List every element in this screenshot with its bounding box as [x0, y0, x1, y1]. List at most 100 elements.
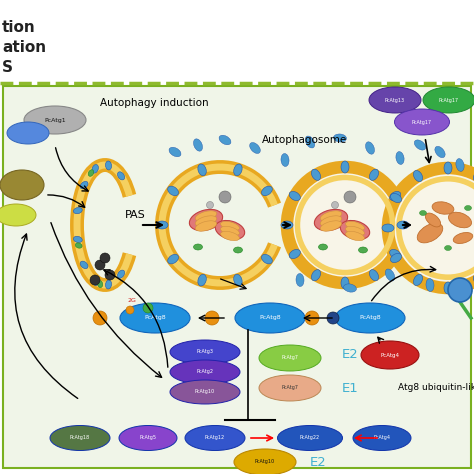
Ellipse shape: [289, 249, 301, 259]
Ellipse shape: [346, 221, 365, 231]
Ellipse shape: [366, 142, 374, 155]
Ellipse shape: [304, 137, 316, 147]
Ellipse shape: [465, 206, 472, 210]
Ellipse shape: [169, 147, 181, 157]
Ellipse shape: [220, 221, 239, 231]
Ellipse shape: [361, 341, 419, 369]
Ellipse shape: [369, 87, 421, 113]
Text: E2: E2: [342, 348, 359, 362]
Ellipse shape: [259, 375, 321, 401]
Ellipse shape: [251, 142, 259, 155]
Ellipse shape: [414, 141, 427, 149]
Ellipse shape: [311, 169, 320, 180]
Text: PcAtg10: PcAtg10: [255, 459, 275, 465]
Text: Atg8 ubiquitin-like system: Atg8 ubiquitin-like system: [398, 383, 474, 392]
Text: PcAtg8: PcAtg8: [359, 316, 381, 320]
Ellipse shape: [98, 281, 103, 288]
Ellipse shape: [413, 274, 423, 285]
Ellipse shape: [311, 270, 320, 281]
Text: Autophagy induction: Autophagy induction: [100, 98, 209, 108]
Text: ation: ation: [2, 40, 46, 55]
Circle shape: [100, 253, 110, 263]
Text: PcAtg7: PcAtg7: [282, 385, 299, 391]
Circle shape: [143, 303, 153, 313]
Ellipse shape: [444, 282, 452, 294]
Ellipse shape: [341, 161, 349, 173]
Ellipse shape: [394, 109, 449, 135]
Text: PcAtg8: PcAtg8: [259, 316, 281, 320]
Ellipse shape: [119, 426, 177, 450]
Ellipse shape: [75, 243, 82, 248]
Ellipse shape: [320, 211, 342, 221]
Ellipse shape: [383, 271, 396, 279]
Ellipse shape: [281, 221, 293, 229]
Text: PcAtg3: PcAtg3: [197, 349, 213, 355]
Ellipse shape: [168, 255, 179, 264]
Ellipse shape: [220, 227, 239, 236]
Ellipse shape: [190, 210, 223, 231]
Ellipse shape: [0, 204, 36, 226]
Ellipse shape: [369, 169, 379, 180]
Ellipse shape: [453, 233, 473, 244]
Circle shape: [327, 312, 339, 324]
Text: PcAtg17: PcAtg17: [439, 98, 459, 102]
Ellipse shape: [215, 220, 245, 239]
Ellipse shape: [391, 254, 401, 263]
Ellipse shape: [220, 231, 239, 241]
Ellipse shape: [168, 186, 179, 196]
Text: PcAtg4: PcAtg4: [381, 353, 400, 357]
Ellipse shape: [289, 191, 301, 201]
Ellipse shape: [24, 106, 86, 134]
Ellipse shape: [120, 303, 190, 333]
Ellipse shape: [358, 247, 367, 253]
Circle shape: [205, 311, 219, 325]
Ellipse shape: [88, 170, 94, 176]
Ellipse shape: [413, 171, 423, 182]
Ellipse shape: [391, 193, 401, 202]
Ellipse shape: [340, 220, 370, 239]
Circle shape: [95, 260, 105, 270]
Ellipse shape: [195, 221, 217, 231]
Circle shape: [305, 311, 319, 325]
Text: PAS: PAS: [125, 210, 146, 220]
Text: 2G: 2G: [128, 298, 137, 302]
Circle shape: [105, 270, 115, 280]
Text: PcAtg4: PcAtg4: [374, 436, 391, 440]
Ellipse shape: [320, 216, 342, 226]
Circle shape: [287, 167, 403, 283]
Ellipse shape: [417, 223, 443, 243]
Ellipse shape: [234, 449, 296, 474]
Ellipse shape: [432, 202, 454, 214]
Ellipse shape: [195, 211, 217, 221]
Ellipse shape: [448, 212, 472, 228]
Ellipse shape: [198, 164, 206, 176]
Circle shape: [219, 191, 231, 203]
Text: PcAtg12: PcAtg12: [205, 436, 225, 440]
Text: PcAtg17: PcAtg17: [412, 119, 432, 125]
Ellipse shape: [382, 224, 394, 232]
Ellipse shape: [118, 270, 125, 278]
Circle shape: [344, 191, 356, 203]
Ellipse shape: [73, 208, 82, 214]
Ellipse shape: [195, 216, 217, 226]
Ellipse shape: [80, 261, 88, 269]
Text: Autophagosome: Autophagosome: [263, 135, 347, 145]
Text: PcAtg8: PcAtg8: [144, 316, 166, 320]
Circle shape: [388, 168, 474, 288]
Ellipse shape: [369, 270, 379, 281]
Ellipse shape: [73, 237, 82, 243]
Ellipse shape: [80, 182, 88, 189]
FancyBboxPatch shape: [3, 86, 471, 468]
Ellipse shape: [346, 227, 365, 236]
Ellipse shape: [335, 303, 405, 333]
Ellipse shape: [262, 255, 273, 264]
Text: S: S: [2, 60, 13, 75]
Ellipse shape: [219, 136, 231, 144]
Ellipse shape: [390, 191, 401, 201]
Ellipse shape: [445, 246, 452, 250]
Ellipse shape: [259, 345, 321, 371]
Ellipse shape: [92, 164, 99, 173]
Ellipse shape: [262, 186, 273, 196]
Text: PcAtg10: PcAtg10: [195, 390, 215, 394]
Ellipse shape: [353, 426, 411, 450]
